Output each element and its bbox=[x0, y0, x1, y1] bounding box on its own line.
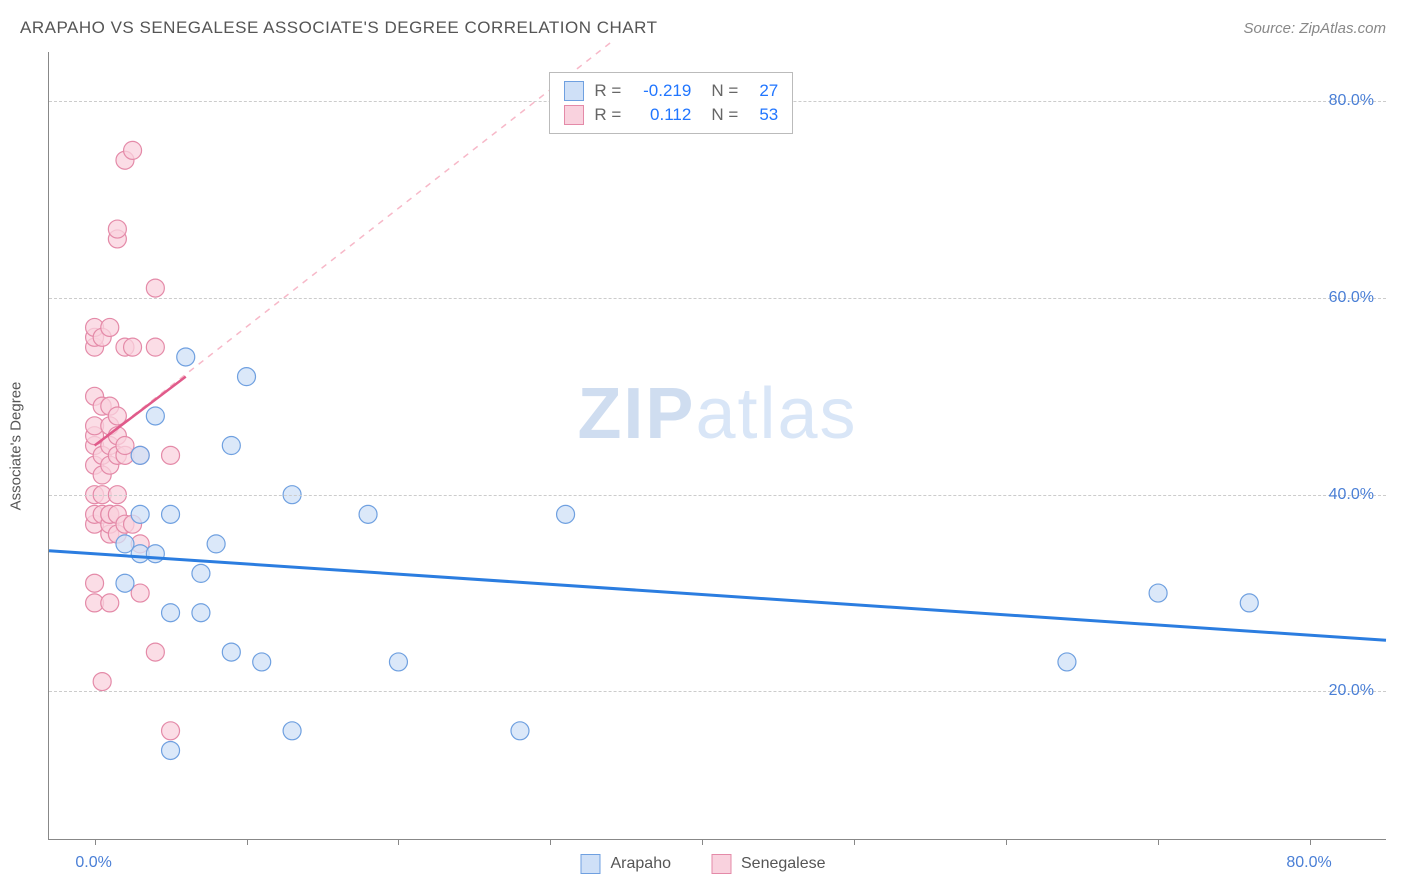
data-point bbox=[238, 368, 256, 386]
xtick bbox=[1158, 839, 1159, 845]
legend-label: Senegalese bbox=[741, 855, 826, 873]
data-point bbox=[146, 279, 164, 297]
gridline bbox=[49, 298, 1386, 299]
data-point bbox=[283, 722, 301, 740]
legend-label: Arapaho bbox=[610, 855, 671, 873]
xtick bbox=[398, 839, 399, 845]
stats-row: R = -0.219 N = 27 bbox=[564, 79, 778, 103]
data-point bbox=[162, 722, 180, 740]
xtick bbox=[1310, 839, 1311, 845]
data-point bbox=[192, 604, 210, 622]
gridline bbox=[49, 495, 1386, 496]
chart-area: ZIPatlas 20.0%40.0%60.0%80.0% bbox=[48, 52, 1386, 840]
source-label: Source: ZipAtlas.com bbox=[1243, 20, 1386, 37]
data-point bbox=[86, 574, 104, 592]
stats-n-value: 27 bbox=[748, 81, 778, 101]
stats-row: R = 0.112 N = 53 bbox=[564, 103, 778, 127]
plot-svg bbox=[49, 52, 1386, 839]
stats-n-value: 53 bbox=[748, 105, 778, 125]
stats-n-label: N = bbox=[711, 81, 738, 101]
swatch-icon bbox=[564, 81, 584, 101]
data-point bbox=[131, 446, 149, 464]
data-point bbox=[146, 545, 164, 563]
stats-r-value: 0.112 bbox=[631, 105, 691, 125]
data-point bbox=[192, 564, 210, 582]
legend-item-senegalese: Senegalese bbox=[711, 854, 826, 874]
xtick-label-max: 80.0% bbox=[1286, 854, 1331, 872]
data-point bbox=[146, 338, 164, 356]
trend-line-arapaho bbox=[49, 551, 1386, 641]
xtick bbox=[550, 839, 551, 845]
y-axis-label: Associate's Degree bbox=[8, 382, 25, 511]
data-point bbox=[162, 446, 180, 464]
chart-title: ARAPAHO VS SENEGALESE ASSOCIATE'S DEGREE… bbox=[20, 18, 657, 38]
swatch-icon bbox=[711, 854, 731, 874]
stats-r-label: R = bbox=[594, 81, 621, 101]
trend-extrapolation bbox=[95, 42, 612, 445]
data-point bbox=[146, 643, 164, 661]
xtick bbox=[854, 839, 855, 845]
data-point bbox=[557, 505, 575, 523]
legend-item-arapaho: Arapaho bbox=[580, 854, 671, 874]
data-point bbox=[131, 505, 149, 523]
data-point bbox=[253, 653, 271, 671]
data-point bbox=[108, 220, 126, 238]
data-point bbox=[101, 594, 119, 612]
data-point bbox=[101, 318, 119, 336]
data-point bbox=[222, 643, 240, 661]
stats-r-label: R = bbox=[594, 105, 621, 125]
gridline bbox=[49, 691, 1386, 692]
legend: Arapaho Senegalese bbox=[580, 854, 825, 874]
data-point bbox=[222, 437, 240, 455]
data-point bbox=[1240, 594, 1258, 612]
xtick bbox=[95, 839, 96, 845]
xtick bbox=[247, 839, 248, 845]
xtick bbox=[702, 839, 703, 845]
data-point bbox=[389, 653, 407, 671]
swatch-icon bbox=[580, 854, 600, 874]
data-point bbox=[124, 141, 142, 159]
data-point bbox=[511, 722, 529, 740]
xtick-label-min: 0.0% bbox=[75, 854, 111, 872]
data-point bbox=[162, 505, 180, 523]
ytick-label: 40.0% bbox=[1329, 486, 1374, 504]
data-point bbox=[116, 574, 134, 592]
ytick-label: 20.0% bbox=[1329, 682, 1374, 700]
stats-box: R = -0.219 N = 27 R = 0.112 N = 53 bbox=[549, 72, 793, 134]
data-point bbox=[124, 338, 142, 356]
data-point bbox=[1149, 584, 1167, 602]
stats-n-label: N = bbox=[711, 105, 738, 125]
data-point bbox=[93, 673, 111, 691]
ytick-label: 60.0% bbox=[1329, 289, 1374, 307]
data-point bbox=[162, 604, 180, 622]
stats-r-value: -0.219 bbox=[631, 81, 691, 101]
data-point bbox=[177, 348, 195, 366]
ytick-label: 80.0% bbox=[1329, 92, 1374, 110]
swatch-icon bbox=[564, 105, 584, 125]
data-point bbox=[1058, 653, 1076, 671]
data-point bbox=[207, 535, 225, 553]
xtick bbox=[1006, 839, 1007, 845]
data-point bbox=[146, 407, 164, 425]
data-point bbox=[359, 505, 377, 523]
data-point bbox=[162, 741, 180, 759]
